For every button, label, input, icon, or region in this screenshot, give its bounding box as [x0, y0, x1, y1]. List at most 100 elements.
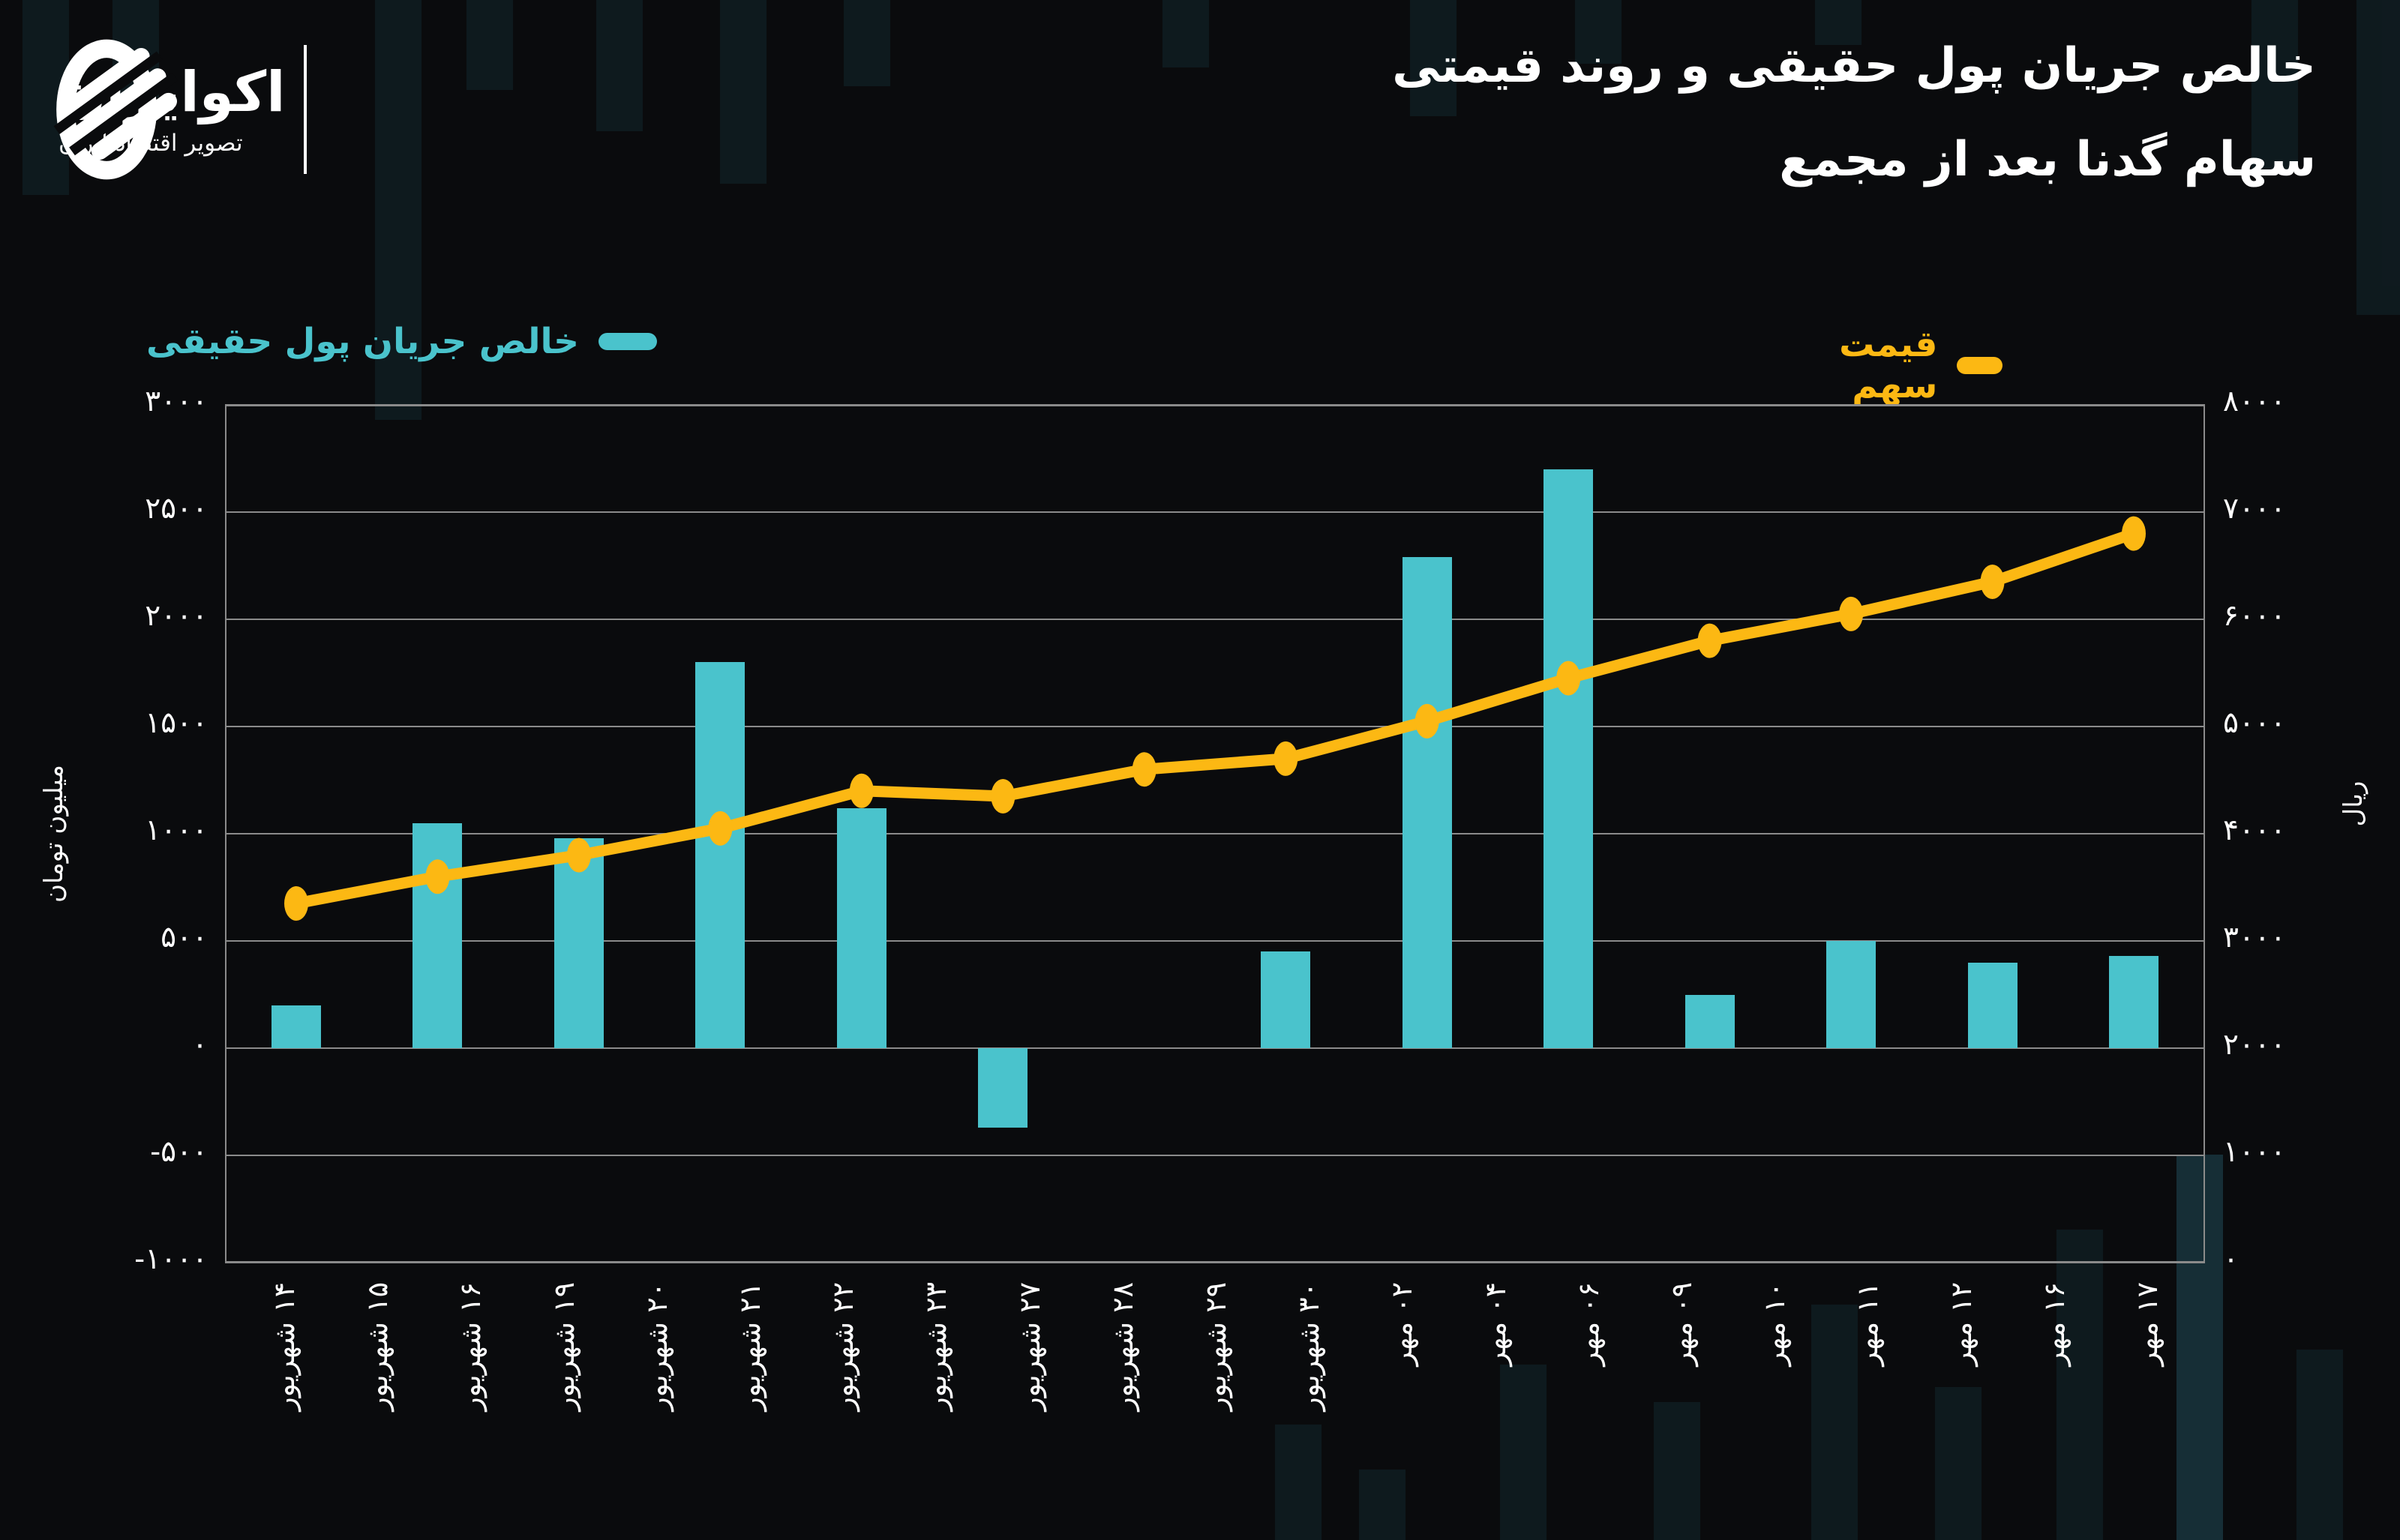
y-axis-tick-right: ۸۰۰۰: [2223, 385, 2286, 418]
x-axis-label: ۱۵ شهریور: [361, 1282, 394, 1411]
ecoiran-logo-icon: [53, 39, 178, 180]
x-axis-label: ۱۷ مهر: [2131, 1282, 2164, 1366]
y-axis-tick-right: ۱۰۰۰: [2223, 1135, 2286, 1169]
money-flow-bar: [272, 1005, 321, 1048]
x-axis-label: ۰۹ مهر: [1665, 1282, 1698, 1366]
background-bar: [1654, 1402, 1700, 1540]
gridline: [225, 1155, 2205, 1156]
background-bar: [1359, 1470, 1406, 1540]
y-axis-tick-right: ۵۰۰۰: [2223, 706, 2286, 740]
y-axis-tick-left: ۲۰۰۰: [145, 599, 208, 633]
x-axis-label: ۱۱ مهر: [1851, 1282, 1885, 1366]
money-flow-bar: [1684, 994, 1735, 1048]
price-line-marker: [566, 837, 591, 873]
price-line-layer: [284, 516, 2146, 921]
background-bar: [1275, 1425, 1322, 1540]
plot-border: [225, 405, 2205, 1263]
x-axis-label: ۳۰ شهریور: [1292, 1282, 1326, 1411]
x-axis-label: ۰۶ مهر: [1571, 1282, 1605, 1366]
gridline: [225, 619, 2205, 620]
x-axis-label: ۱۹ شهریور: [547, 1282, 580, 1411]
price-line-marker: [1556, 661, 1581, 696]
x-axis-label: ۱۰ مهر: [1758, 1282, 1792, 1366]
brand-block: اکوایران تصویر اقتصاد ایران: [53, 39, 323, 180]
chart-title: خالص جریان پول حقیقی و روند قیمتی سهام گ…: [1392, 19, 2316, 207]
right-axis-title: ریال: [2338, 780, 2368, 827]
gridline: [225, 833, 2205, 834]
money-flow-bar: [1261, 951, 1311, 1048]
y-axis-tick-right: ۷۰۰۰: [2223, 492, 2286, 526]
x-axis-label: ۲۱ شهریور: [734, 1282, 766, 1411]
money-flow-bar: [1826, 941, 1876, 1048]
background-bar: [466, 0, 513, 90]
legend-money-flow-swatch: [598, 333, 658, 350]
background-bar: [2176, 1155, 2223, 1540]
x-axis-label: ۲۳ شهریور: [920, 1282, 953, 1411]
background-bar: [1811, 1305, 1858, 1540]
money-flow-bar: [1967, 962, 2018, 1048]
background-bar: [1815, 0, 1862, 45]
y-axis-tick-left: ۲۵۰۰: [145, 492, 208, 526]
price-line-marker: [849, 773, 874, 808]
y-axis-tick-right: ۲۰۰۰: [2223, 1028, 2286, 1062]
background-bar: [2356, 0, 2400, 315]
gridline: [225, 940, 2205, 942]
background-bar: [1162, 0, 1209, 67]
price-line-marker: [1132, 752, 1156, 787]
y-axis-tick-left: ۵۰۰: [160, 921, 208, 954]
price-line: [295, 528, 2136, 909]
x-axis-label: ۰۴ مهر: [1478, 1282, 1512, 1366]
background-bar: [844, 0, 890, 86]
background-bar: [1500, 1365, 1546, 1540]
money-flow-bar: [554, 837, 604, 1048]
price-line-marker: [1414, 703, 1439, 739]
money-flow-bar: [2109, 956, 2158, 1048]
y-axis-tick-right: ۶۰۰۰: [2223, 599, 2286, 633]
x-axis-label: ۲۰ شهریور: [640, 1282, 674, 1411]
price-line-marker: [708, 810, 733, 846]
background-bar: [2296, 1350, 2343, 1540]
x-axis-label: ۱۶ شهریور: [454, 1282, 488, 1411]
money-flow-bar: [1402, 557, 1452, 1048]
x-axis-label: ۱۲ مهر: [1944, 1282, 1978, 1366]
gridline: [225, 726, 2205, 727]
price-line-marker: [1980, 564, 2005, 599]
price-line-marker: [1839, 596, 1864, 631]
y-axis-tick-left: -۱۰۰۰: [134, 1242, 208, 1276]
background-bar: [1935, 1387, 1982, 1540]
y-axis-tick-left: -۵۰۰: [150, 1135, 208, 1169]
money-flow-bar: [978, 1048, 1028, 1128]
money-flow-bar: [836, 807, 886, 1048]
price-line-marker: [284, 885, 308, 921]
x-axis-label: ۲۲ شهریور: [826, 1282, 860, 1411]
y-axis-tick-left: ۰: [192, 1028, 208, 1062]
y-axis-tick-right: ۴۰۰۰: [2223, 813, 2286, 847]
legend-price-swatch: [1957, 356, 2002, 374]
x-axis-label: ۱۴ شهریور: [268, 1282, 301, 1411]
y-axis-tick-left: ۱۵۰۰: [145, 706, 208, 740]
background-bar: [2056, 1230, 2103, 1540]
background-bar: [1410, 0, 1456, 116]
background-bar: [375, 0, 422, 420]
x-axis-label: ۲۹ شهریور: [1199, 1282, 1232, 1411]
gridline: [225, 511, 2205, 513]
y-axis-tick-left: ۳۰۰۰: [145, 385, 208, 418]
legend-price-label: قیمت سهم: [1839, 324, 1938, 406]
x-axis-label: ۱۶ مهر: [2037, 1282, 2071, 1366]
background-bar: [596, 0, 643, 131]
chart-title-line2: سهام گدنا بعد از مجمع: [1779, 131, 2316, 187]
x-axis-label: ۰۲ مهر: [1385, 1282, 1419, 1366]
price-line-marker: [1697, 623, 1722, 658]
price-line-marker: [425, 859, 450, 894]
background-bar: [1575, 0, 1622, 64]
price-line-marker: [991, 778, 1016, 813]
legend-money-flow: خالص جریان پول حقیقی: [146, 321, 658, 362]
x-axis-label: ۲۷ شهریور: [1012, 1282, 1046, 1411]
money-flow-bar: [1544, 469, 1594, 1048]
price-line-marker: [2122, 516, 2146, 551]
y-axis-tick-left: ۱۰۰۰: [145, 813, 208, 847]
gridline: [225, 1262, 2205, 1263]
chart-title-line1: خالص جریان پول حقیقی و روند قیمتی: [1392, 38, 2316, 94]
y-axis-tick-right: ۰: [2223, 1242, 2239, 1276]
